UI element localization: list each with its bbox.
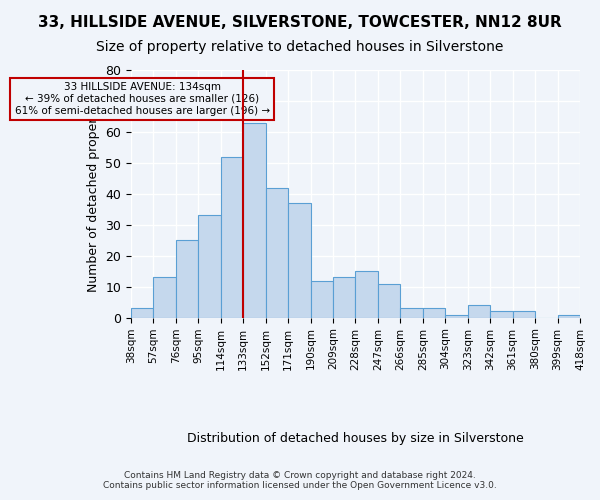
Bar	[221, 156, 243, 318]
Bar	[423, 308, 445, 318]
Bar	[445, 314, 468, 318]
Text: Size of property relative to detached houses in Silverstone: Size of property relative to detached ho…	[97, 40, 503, 54]
Bar	[288, 203, 311, 318]
Bar	[468, 306, 490, 318]
Bar	[243, 122, 266, 318]
Text: 33, HILLSIDE AVENUE, SILVERSTONE, TOWCESTER, NN12 8UR: 33, HILLSIDE AVENUE, SILVERSTONE, TOWCES…	[38, 15, 562, 30]
Bar	[311, 280, 333, 318]
Text: Contains HM Land Registry data © Crown copyright and database right 2024.
Contai: Contains HM Land Registry data © Crown c…	[103, 470, 497, 490]
Bar	[266, 188, 288, 318]
Bar	[355, 271, 378, 318]
Bar	[490, 312, 512, 318]
X-axis label: Distribution of detached houses by size in Silverstone: Distribution of detached houses by size …	[187, 432, 524, 445]
Text: 33 HILLSIDE AVENUE: 134sqm
← 39% of detached houses are smaller (126)
61% of sem: 33 HILLSIDE AVENUE: 134sqm ← 39% of deta…	[14, 82, 270, 116]
Bar	[557, 314, 580, 318]
Y-axis label: Number of detached properties: Number of detached properties	[86, 96, 100, 292]
Bar	[131, 308, 154, 318]
Bar	[176, 240, 198, 318]
Bar	[378, 284, 400, 318]
Bar	[154, 278, 176, 318]
Bar	[512, 312, 535, 318]
Bar	[333, 278, 355, 318]
Bar	[198, 216, 221, 318]
Bar	[400, 308, 423, 318]
